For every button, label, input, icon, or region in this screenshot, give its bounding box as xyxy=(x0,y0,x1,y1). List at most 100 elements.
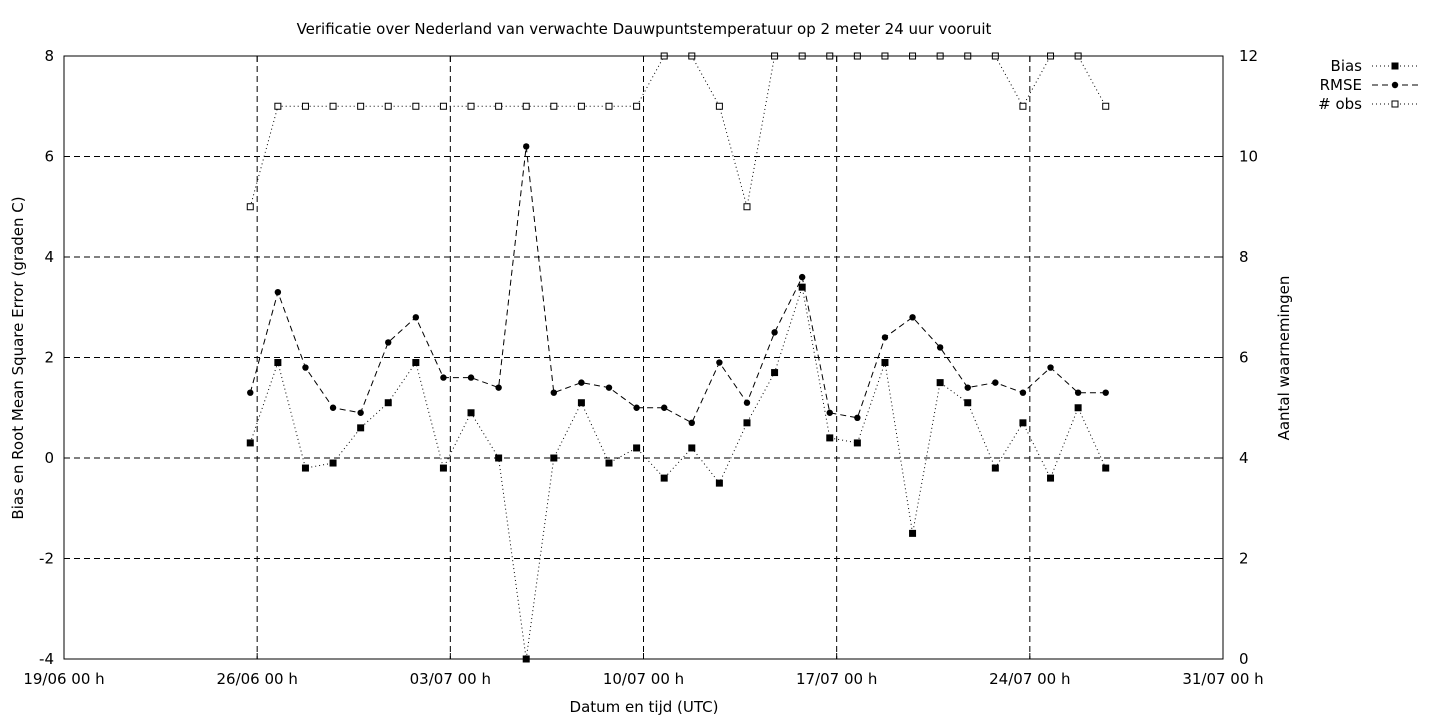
obs-point xyxy=(715,102,723,110)
bias-point xyxy=(384,399,392,407)
rmse-series-line xyxy=(249,146,1106,424)
bias-point xyxy=(1074,404,1082,412)
bias-point xyxy=(246,439,254,447)
obs-point xyxy=(495,102,503,110)
rmse-point xyxy=(247,389,254,396)
obs-point xyxy=(412,102,420,110)
bias-point xyxy=(826,434,834,442)
rmse-point xyxy=(578,379,585,386)
bias-point xyxy=(853,439,861,447)
x-axis-label: Datum en tijd (UTC) xyxy=(570,698,719,716)
rmse-point xyxy=(302,364,309,371)
y2-tick-label: 6 xyxy=(1239,349,1249,367)
rmse-point xyxy=(660,404,668,411)
y2-tick-label: 4 xyxy=(1239,449,1249,467)
rmse-point xyxy=(1102,389,1109,396)
rmse-point xyxy=(274,288,282,296)
x-tick-label: 19/06 00 h xyxy=(23,670,104,688)
x-tick-label: 31/07 00 h xyxy=(1182,670,1263,688)
rmse-point xyxy=(1019,389,1027,396)
rmse-point xyxy=(936,344,944,351)
obs-point xyxy=(467,102,475,110)
series-lines xyxy=(249,55,1107,660)
x-tick-label: 17/07 00 h xyxy=(796,670,877,688)
rmse-point xyxy=(771,329,778,336)
legend-marker xyxy=(1391,62,1399,70)
axis-ticks: 19/06 00 h 26/06 00 h 03/07 00 h 10/07 00 h… xyxy=(23,47,1263,688)
obs-point xyxy=(633,102,641,110)
bias-point xyxy=(991,464,999,472)
bias-point xyxy=(633,444,641,452)
y-tick-label: 4 xyxy=(44,248,54,266)
rmse-point xyxy=(881,334,889,341)
rmse-point xyxy=(909,314,916,321)
x-tick-label: 24/07 00 h xyxy=(989,670,1070,688)
bias-point xyxy=(550,454,558,462)
rmse-point xyxy=(798,273,806,281)
bias-point xyxy=(1102,464,1110,472)
bias-point xyxy=(688,444,696,452)
obs-point xyxy=(329,102,337,110)
y-tick-label: 0 xyxy=(44,449,54,467)
bias-series-line xyxy=(249,286,1107,660)
x-tick-label: 03/07 00 h xyxy=(410,670,491,688)
y2-tick-label: 10 xyxy=(1239,148,1258,166)
y-tick-label: -2 xyxy=(39,550,54,568)
y-tick-label: 2 xyxy=(44,349,54,367)
bias-point xyxy=(798,283,806,291)
rmse-point xyxy=(467,374,475,381)
rmse-point xyxy=(633,404,640,411)
bias-point xyxy=(274,359,282,367)
obs-point xyxy=(384,102,392,110)
y-tick-label: -4 xyxy=(39,650,54,668)
legend-label: RMSE xyxy=(1320,76,1362,94)
y2-tick-label: 2 xyxy=(1239,550,1249,568)
obs-point xyxy=(1102,102,1110,110)
y-tick-label: 8 xyxy=(44,47,54,65)
obs-point xyxy=(1019,102,1027,110)
rmse-point xyxy=(1074,389,1082,396)
legend-marker xyxy=(1391,100,1399,108)
obs-point xyxy=(246,203,254,211)
bias-point xyxy=(467,409,475,417)
obs-point xyxy=(274,102,282,110)
bias-point xyxy=(357,424,365,432)
bias-point xyxy=(329,459,337,467)
plot-frame xyxy=(63,55,1224,660)
bias-point xyxy=(412,359,420,367)
x-tick-label: 10/07 00 h xyxy=(603,670,684,688)
rmse-point xyxy=(550,389,558,396)
rmse-point xyxy=(605,384,613,391)
obs-point xyxy=(550,102,558,110)
obs-point xyxy=(522,102,530,110)
bias-point xyxy=(936,379,944,387)
rmse-point xyxy=(440,374,447,381)
rmse-point xyxy=(964,384,971,391)
x-tick-label: 26/06 00 h xyxy=(216,670,297,688)
bias-point xyxy=(964,399,972,407)
rmse-point xyxy=(1047,364,1054,371)
bias-point xyxy=(605,459,613,467)
rmse-point xyxy=(385,339,392,346)
rmse-point xyxy=(495,384,502,391)
bias-point xyxy=(743,419,751,427)
bias-point xyxy=(1019,419,1027,427)
legend-label: # obs xyxy=(1318,95,1362,113)
legend-marker xyxy=(1391,81,1399,89)
legend-label: Bias xyxy=(1331,57,1363,75)
bias-point xyxy=(715,479,723,487)
bias-point xyxy=(660,474,668,482)
rmse-point xyxy=(854,414,861,421)
rmse-point xyxy=(523,143,530,150)
y2-tick-label: 8 xyxy=(1239,248,1249,266)
y2-tick-label: 0 xyxy=(1239,650,1249,668)
obs-point xyxy=(439,102,447,110)
rmse-point xyxy=(743,399,751,406)
rmse-point xyxy=(688,419,695,427)
rmse-point xyxy=(329,404,337,411)
obs-point xyxy=(743,203,751,211)
rmse-point xyxy=(357,409,364,416)
grid xyxy=(64,56,1223,659)
